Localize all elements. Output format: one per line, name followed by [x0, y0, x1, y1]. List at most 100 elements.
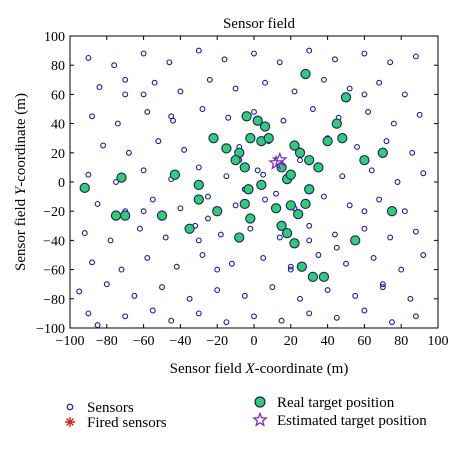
x-tick-label: 0 [251, 334, 258, 349]
real-target-point [313, 162, 324, 173]
sensor-point [94, 322, 101, 329]
legend-real-target-marker [254, 396, 266, 408]
sensor-point [254, 167, 261, 174]
real-target-point [256, 179, 267, 191]
sensor-point [361, 208, 368, 215]
x-tick-label: −60 [133, 334, 155, 349]
sensor-point [320, 76, 327, 83]
real-target-point [239, 162, 250, 173]
x-tick-label: 100 [428, 334, 449, 349]
sensor-point [306, 47, 313, 54]
real-target-point [318, 271, 330, 283]
x-tick-label: −40 [169, 334, 191, 349]
sensor-point [140, 208, 147, 215]
sensor-point [122, 91, 129, 98]
real-target-point [294, 147, 306, 158]
sensor-point [149, 196, 156, 203]
sensor-point [368, 167, 375, 174]
sensor-point [199, 252, 206, 258]
sensor-point [420, 170, 427, 177]
real-target-point [208, 133, 219, 144]
real-target-point [293, 208, 304, 220]
sensor-point [260, 254, 267, 261]
sensor-point [297, 157, 303, 164]
sensor-point [149, 307, 156, 314]
sensor-point [260, 171, 267, 178]
x-tick-label: 80 [394, 334, 408, 349]
sensor-point [199, 106, 206, 112]
sensor-point [247, 225, 254, 232]
real-target-point [243, 184, 254, 195]
legend-sensors-label: Sensors [87, 400, 134, 416]
real-target-point [270, 203, 282, 214]
sensor-point [361, 50, 368, 57]
sensor-point [225, 114, 232, 121]
real-target-point [377, 147, 388, 158]
sensor-point [118, 266, 125, 273]
sensor-point [223, 173, 230, 180]
real-target-point [337, 133, 348, 144]
sensor-point [195, 237, 202, 244]
sensor-point [379, 281, 386, 288]
sensor-point [144, 108, 151, 115]
sensor-point [387, 234, 394, 241]
real-target-point [307, 271, 319, 283]
sensor-point [177, 205, 184, 212]
sensor-point [111, 62, 118, 69]
sensor-point [107, 237, 114, 244]
sensor-point [232, 85, 239, 92]
real-target-point [263, 133, 274, 144]
sensor-point [273, 190, 280, 197]
estimated-target-point [268, 154, 285, 170]
sensor-point [144, 254, 151, 261]
sensor-point [173, 263, 180, 270]
real-target-point [245, 213, 256, 224]
series-sensors [76, 47, 427, 329]
sensor-point [125, 149, 132, 156]
x-tick-label: −100 [56, 334, 85, 349]
sensor-point [361, 91, 368, 98]
real-target-point [350, 235, 361, 246]
legend-fired-label: Fired sensors [87, 415, 167, 431]
sensor-point [181, 146, 188, 153]
sensor-point [81, 230, 88, 237]
legend-estimated-target-marker [252, 411, 268, 427]
sensor-point [228, 260, 235, 267]
y-tick-label: −80 [43, 293, 65, 308]
sensor-point [140, 91, 147, 98]
real-target-point [120, 210, 131, 221]
sensor-point [122, 313, 129, 320]
sensor-point [394, 179, 401, 185]
real-target-point [386, 206, 398, 217]
sensor-point [409, 149, 416, 156]
real-target-point [259, 121, 271, 132]
sensor-point [401, 91, 408, 98]
sensor-point [103, 281, 110, 288]
sensor-point [365, 108, 372, 115]
x-axis-label: Sensor field X-coordinate (m) [170, 361, 349, 377]
y-tick-label: 20 [51, 147, 65, 162]
y-tick-label: −20 [43, 205, 65, 220]
legend: Sensors Fired sensors Real target positi… [65, 395, 427, 431]
sensor-point [262, 196, 268, 203]
real-target-point [212, 206, 223, 217]
chart-title: Sensor field [223, 16, 296, 32]
real-target-point [193, 179, 204, 191]
sensor-point [241, 292, 248, 299]
sensor-point [232, 202, 239, 209]
sensor-point [159, 284, 165, 291]
sensor-point [76, 288, 83, 295]
x-tick-label: 60 [357, 334, 371, 349]
sensor-point [332, 56, 338, 63]
sensor-point [352, 292, 359, 299]
real-target-point [221, 143, 232, 154]
sensor-point [186, 295, 193, 302]
real-target-point [359, 154, 370, 166]
series-real-target [79, 68, 398, 283]
y-axis-label: Sensor field Y-coordinate (m) [13, 93, 29, 271]
sensor-point [136, 225, 143, 232]
sensor-point [412, 313, 419, 320]
sensor-point [287, 263, 294, 270]
real-target-point [239, 198, 250, 210]
legend-item-fired: Fired sensors [65, 415, 167, 431]
